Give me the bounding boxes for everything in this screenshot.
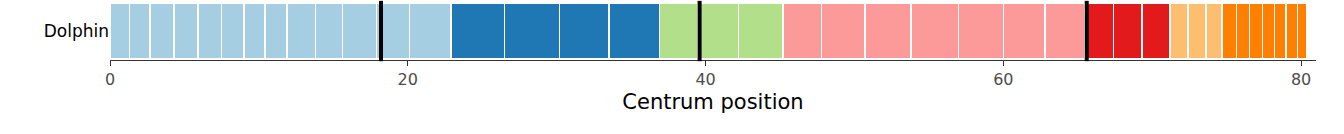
svg-text:0: 0 [105, 70, 115, 89]
svg-text:60: 60 [993, 70, 1013, 89]
svg-text:Centrum position: Centrum position [622, 90, 803, 114]
svg-text:40: 40 [695, 70, 715, 89]
svg-text:Dolphin: Dolphin [44, 21, 109, 41]
svg-text:80: 80 [1291, 70, 1311, 89]
svg-text:20: 20 [398, 70, 418, 89]
